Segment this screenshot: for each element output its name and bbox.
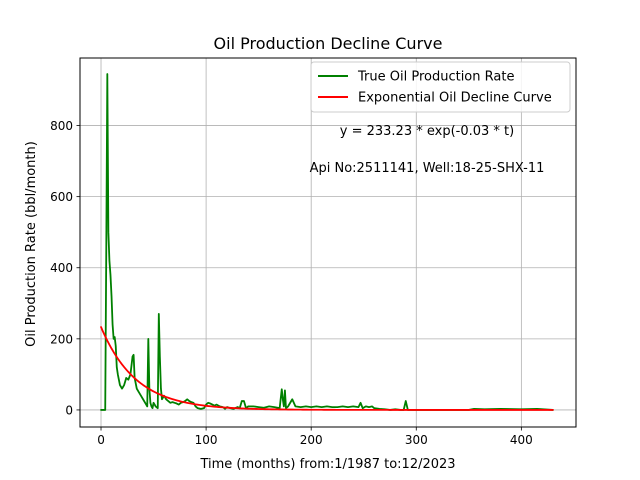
y-tick-label: 0: [65, 403, 73, 417]
plot-area: 0 100 200 300 400 0 200 400 600 800: [50, 57, 577, 447]
y-tick-label: 400: [50, 261, 73, 275]
axes-frame: [79, 57, 577, 428]
x-axis-label: Time (months) from:1/1987 to:12/2023: [199, 457, 455, 472]
x-tick-label: 100: [195, 433, 218, 447]
legend: True Oil Production Rate Exponential Oil…: [310, 61, 571, 113]
x-tick-label: 400: [510, 433, 533, 447]
axes-background: [80, 58, 576, 427]
x-tick-label: 300: [405, 433, 428, 447]
legend-label-true-oil: True Oil Production Rate: [357, 70, 514, 85]
series-layer: [100, 73, 554, 411]
chart-title: Oil Production Decline Curve: [214, 34, 443, 53]
y-axis-label: Oil Production Rate (bbl/month): [24, 141, 39, 347]
equation-annotation: y = 233.23 * exp(-0.03 * t): [340, 124, 514, 139]
y-tick-label: 200: [50, 332, 73, 346]
tick-layer: 0 100 200 300 400 0 200 400 600 800: [50, 119, 533, 447]
series-line-true-oil-production-rate: [100, 73, 554, 411]
y-tick-label: 800: [50, 119, 73, 133]
x-tick-label: 200: [300, 433, 323, 447]
series-line-exponential-decline-curve: [100, 326, 554, 411]
y-tick-label: 600: [50, 190, 73, 204]
well-annotation: Api No:2511141, Well:18-25-SHX-11: [310, 161, 545, 176]
x-tick-label: 0: [97, 433, 105, 447]
legend-label-exponential: Exponential Oil Decline Curve: [358, 91, 552, 106]
legend-box: [310, 61, 571, 113]
